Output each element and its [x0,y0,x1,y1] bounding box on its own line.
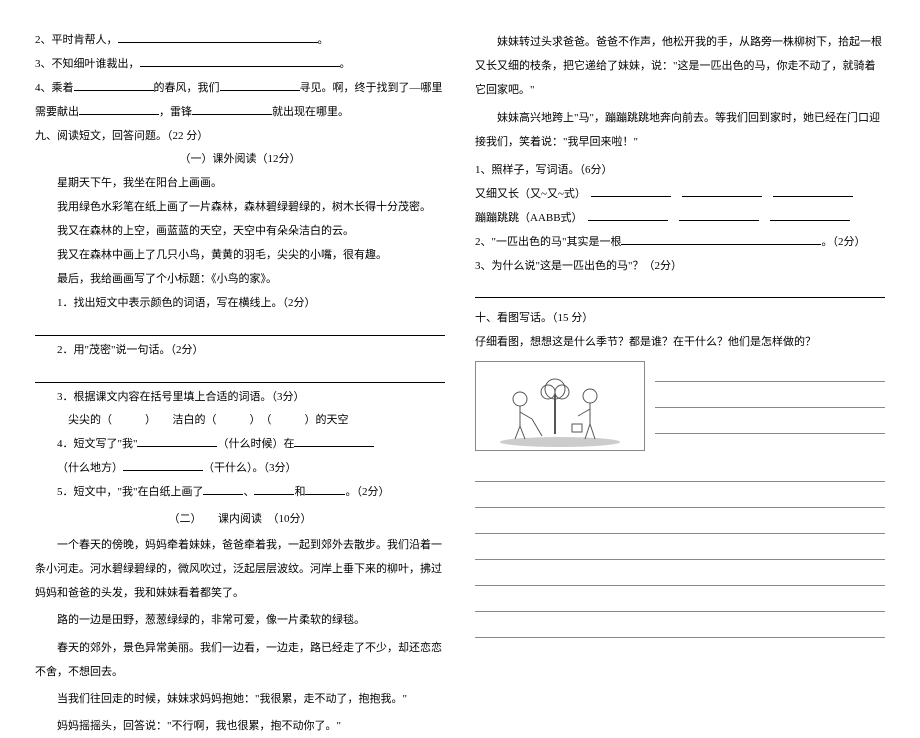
planting-tree-icon [480,364,640,449]
r1-p2: 我用绿色水彩笔在纸上画了一片森林，森林碧绿碧绿的，树木长得十分茂密。 [35,197,445,218]
blank [74,79,154,91]
q3: 3、不知细叶谁裁出，。 [35,54,445,75]
r2-p7: 妹妹高兴地跨上"马"，蹦蹦跳跳地奔向前去。等我们回到家时，她已经在门口迎接我们，… [475,106,885,154]
blank [203,483,243,495]
r1-q3: 3．根据课文内容在括号里填上合适的词语。（3分） [35,387,445,408]
r1-p4: 我又在森林中画上了几只小鸟，黄黄的羽毛，尖尖的小嘴，很有趣。 [35,245,445,266]
blank [770,209,850,221]
r1-q4-line2: （什么地方）（干什么）。（3分） [35,458,445,479]
blank [123,459,203,471]
reading1-title: （一）课外阅读（12分） [35,149,445,170]
rq1: 1、照样子，写词语。（6分） [475,160,885,181]
blank [192,103,272,115]
writing-line [475,566,885,586]
blank [118,31,318,43]
r1-p1: 星期天下午，我坐在阳台上画画。 [35,173,445,194]
r2-p3: 春天的郊外，景色异常美丽。我们一边看，一边走，路已经走了不少，却还恋恋不舍，不想… [35,636,445,684]
writing-line [655,388,885,408]
blank [294,435,374,447]
r1-p3: 我又在森林的上空，画蓝蓝的天空，天空中有朵朵洁白的云。 [35,221,445,242]
r2-p6: 妹妹转过头求爸爸。爸爸不作声，他松开我的手，从路旁一株柳树下，拾起一根又长又细的… [475,30,885,103]
blank [621,233,821,245]
blank [591,185,671,197]
q4-line1: 4、乘着的春风，我们寻见。啊，终于找到了—哪里 [35,78,445,99]
blank [220,79,300,91]
writing-line [475,514,885,534]
writing-line [475,618,885,638]
r1-q3a: 尖尖的（ ） 洁白的（ ） （ ）的天空 [35,410,445,431]
section-9-title: 九、阅读短文，回答问题。（22 分） [35,126,445,147]
section-10-prompt: 仔细看图，想想这是什么季节？都是谁？在干什么？他们是怎样做的？ [475,332,885,353]
rq1a: 又细又长（又~又~式） [475,184,885,205]
blank [588,209,668,221]
blank [679,209,759,221]
answer-line [35,318,445,336]
q4-line2: 需要献出，雷锋就出现在哪里。 [35,102,445,123]
blank [773,185,853,197]
blank [682,185,762,197]
reading2-title: （二） 课内阅读 （10分） [35,509,445,530]
blank [140,55,340,67]
answer-line [35,365,445,383]
writing-line [475,592,885,612]
r2-p5: 妈妈摇摇头，回答说："不行啊，我也很累，抱不动你了。" [35,714,445,738]
blank [254,483,294,495]
rq1b: 蹦蹦跳跳（AABB式） [475,208,885,229]
writing-line [475,488,885,508]
writing-line [655,362,885,382]
r2-p4: 当我们往回走的时候，妹妹求妈妈抱她："我很累，走不动了，抱抱我。" [35,687,445,711]
section-10-title: 十、看图写话。（15 分） [475,308,885,329]
writing-line [475,462,885,482]
r1-q1: 1．找出短文中表示颜色的词语，写在横线上。（2分） [35,293,445,314]
q2: 2、平时肯帮人，。 [35,30,445,51]
r1-p5: 最后，我给画画写了个小标题：《小鸟的家》。 [35,269,445,290]
r1-q2: 2．用"茂密"说一句话。（2分） [35,340,445,361]
rq3: 3、为什么说"这是一匹出色的马"？（2分） [475,256,885,277]
writing-line [475,540,885,560]
blank [79,103,159,115]
r1-q5: 5．短文中，"我"在白纸上画了、和。（2分） [35,482,445,503]
illustration-planting [475,361,645,451]
blank [305,483,345,495]
r2-p2: 路的一边是田野，葱葱绿绿的，非常可爱，像一片柔软的绿毯。 [35,608,445,632]
r1-q4: 4．短文写了"我"（什么时候）在 [35,434,445,455]
answer-line [475,280,885,298]
blank [137,435,217,447]
rq2: 2、"一匹出色的马"其实是一根。（2分） [475,232,885,253]
r2-p1: 一个春天的傍晚，妈妈牵着妹妹，爸爸牵着我，一起到郊外去散步。我们沿着一条小河走。… [35,533,445,606]
writing-line [655,414,885,434]
